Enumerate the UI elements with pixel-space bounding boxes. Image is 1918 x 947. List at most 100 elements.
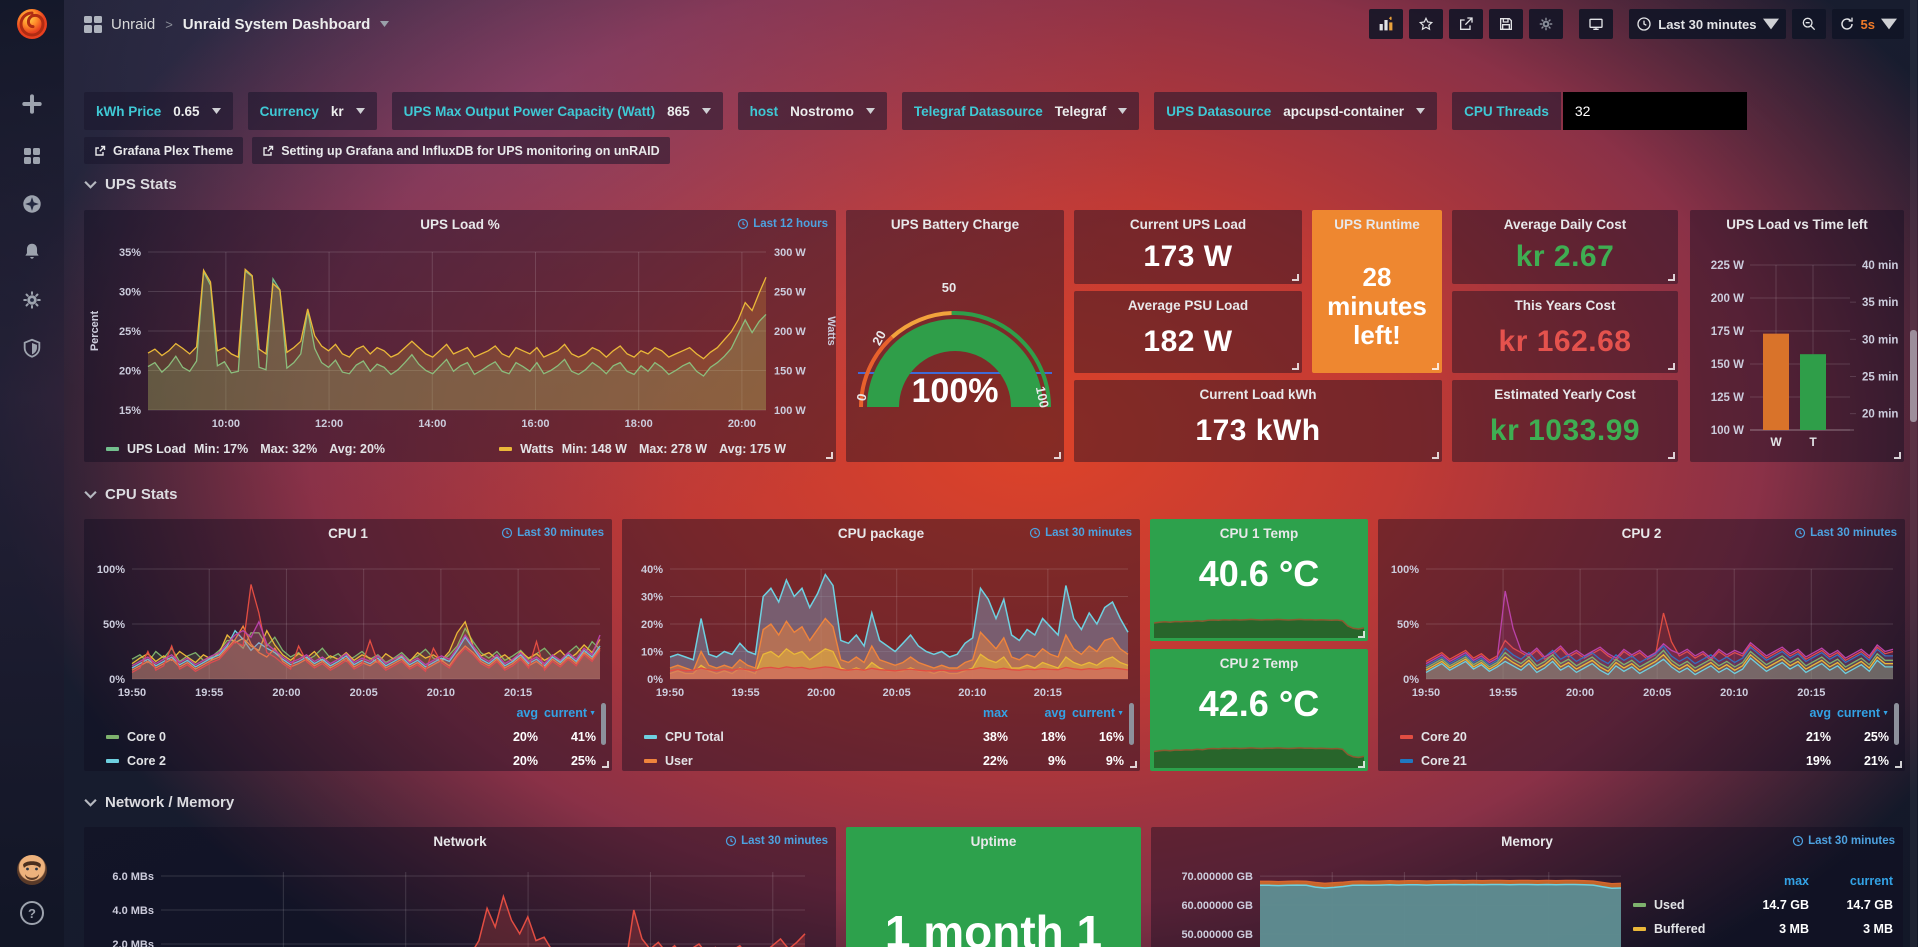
- time-range-badge[interactable]: Last 30 minutes: [501, 527, 604, 539]
- legend-scrollbar[interactable]: [601, 703, 606, 745]
- legend-series-name[interactable]: UPS Load: [127, 442, 187, 456]
- time-range-badge[interactable]: Last 30 minutes: [1792, 835, 1895, 847]
- variable-telegraf-datasource[interactable]: Telegraf Datasource Telegraf: [901, 92, 1140, 130]
- time-range-badge[interactable]: Last 12 hours: [737, 218, 828, 230]
- time-range-badge[interactable]: Last 30 minutes: [1029, 527, 1132, 539]
- resize-handle[interactable]: [1358, 631, 1365, 638]
- panel-title[interactable]: Current Load kWh: [1199, 387, 1317, 402]
- dashboards-icon[interactable]: [0, 134, 64, 178]
- add-panel-button[interactable]: [1369, 9, 1404, 39]
- legend-column-header[interactable]: max: [1783, 874, 1809, 888]
- resize-handle[interactable]: [1668, 274, 1675, 281]
- network-chart[interactable]: 6.0 MBs 4.0 MBs 2.0 MBs: [84, 827, 836, 947]
- legend-item[interactable]: UPS Load Min: 17% Max: 32% Avg: 20%: [106, 442, 385, 456]
- cpu-threads-input[interactable]: [1562, 92, 1747, 130]
- panel-title[interactable]: Current UPS Load: [1129, 217, 1247, 232]
- link-ups-monitoring-guide[interactable]: Setting up Grafana and InfluxDB for UPS …: [252, 137, 670, 164]
- legend-column-header[interactable]: current ▼: [1071, 706, 1124, 720]
- panel-title[interactable]: Estimated Yearly Cost: [1494, 387, 1636, 402]
- panel-title[interactable]: Average Daily Cost: [1503, 217, 1627, 232]
- resize-handle[interactable]: [1432, 363, 1439, 370]
- legend-series-name[interactable]: Used: [1633, 893, 1725, 917]
- resize-handle[interactable]: [1668, 363, 1675, 370]
- help-icon[interactable]: ?: [0, 901, 64, 925]
- scrollbar-thumb[interactable]: [1910, 330, 1917, 422]
- memory-chart[interactable]: 70.000000 GB 60.000000 GB 50.000000 GB: [1151, 827, 1903, 947]
- cpu1-chart[interactable]: 100% 50% 0% 19:50 19:55 20:00 20:05 20:10 20:15: [84, 519, 612, 771]
- legend-column-header[interactable]: current ▼: [543, 706, 596, 720]
- refresh-button[interactable]: 5s: [1831, 9, 1904, 39]
- legend-series-name[interactable]: CPU Total: [644, 725, 950, 749]
- grafana-logo-icon[interactable]: [14, 6, 50, 42]
- panel-title[interactable]: UPS Load %: [420, 217, 500, 232]
- section-network-memory[interactable]: Network / Memory: [84, 794, 234, 811]
- panel-title[interactable]: UPS Load vs Time left: [1726, 217, 1868, 232]
- legend-series-name[interactable]: User: [644, 749, 950, 773]
- time-range-picker[interactable]: Last 30 minutes: [1629, 9, 1786, 39]
- legend-column-header[interactable]: avg: [516, 706, 538, 720]
- legend-series-name[interactable]: Core 21: [1400, 749, 1773, 773]
- star-button[interactable]: [1409, 9, 1444, 39]
- resize-handle[interactable]: [1668, 452, 1675, 459]
- resize-handle[interactable]: [1894, 452, 1901, 459]
- refresh-interval[interactable]: 5s: [1860, 16, 1875, 32]
- legend-series-name[interactable]: Core 0: [106, 725, 480, 749]
- panel-title[interactable]: UPS Runtime: [1334, 217, 1420, 232]
- legend-column-header[interactable]: max: [982, 706, 1008, 720]
- server-admin-shield-icon[interactable]: [0, 326, 64, 370]
- page-scrollbar[interactable]: [1910, 0, 1917, 947]
- resize-handle[interactable]: [1895, 761, 1902, 768]
- cpu2-chart[interactable]: 100% 50% 0% 19:50 19:55 20:00 20:05 20:10 20:15: [1378, 519, 1905, 771]
- panel-title[interactable]: Memory: [1501, 834, 1553, 849]
- panel-title[interactable]: CPU 1 Temp: [1219, 526, 1299, 541]
- panel-title[interactable]: Average PSU Load: [1127, 298, 1249, 313]
- resize-handle[interactable]: [1358, 761, 1365, 768]
- resize-handle[interactable]: [826, 452, 833, 459]
- alerting-bell-icon[interactable]: [0, 230, 64, 274]
- legend-series-name[interactable]: Watts: [520, 442, 554, 456]
- panel-title[interactable]: CPU package: [837, 526, 925, 541]
- legend-series-name[interactable]: Core 20: [1400, 725, 1773, 749]
- explore-compass-icon[interactable]: [0, 182, 64, 226]
- legend-column-header[interactable]: current: [1849, 874, 1893, 888]
- link-grafana-plex-theme[interactable]: Grafana Plex Theme: [84, 137, 244, 164]
- tv-mode-button[interactable]: [1579, 9, 1614, 39]
- time-range-badge[interactable]: Last 30 minutes: [1794, 527, 1897, 539]
- user-avatar[interactable]: [0, 855, 64, 885]
- cpu-package-chart[interactable]: 40% 30% 20% 10% 0% 19:50 19:55 20:00 20:05 20:10 2…: [622, 519, 1140, 771]
- panel-title[interactable]: CPU 2 Temp: [1219, 656, 1299, 671]
- configuration-gear-icon[interactable]: [0, 278, 64, 322]
- dashboard-grid-icon[interactable]: [84, 15, 102, 33]
- resize-handle[interactable]: [1432, 452, 1439, 459]
- legend-item[interactable]: Watts Min: 148 W Max: 278 W Avg: 175 W: [499, 442, 786, 456]
- time-range-badge[interactable]: Last 30 minutes: [725, 835, 828, 847]
- variable-currency[interactable]: Currency kr: [247, 92, 377, 130]
- panel-title[interactable]: CPU 1: [328, 526, 368, 541]
- legend-scrollbar[interactable]: [1894, 703, 1899, 745]
- variable-kwh-price[interactable]: kWh Price 0.65: [84, 92, 233, 130]
- variable-ups-datasource[interactable]: UPS Datasource apcupsd-container: [1154, 92, 1438, 130]
- legend-series-name[interactable]: Buffered: [1633, 917, 1725, 941]
- resize-handle[interactable]: [602, 761, 609, 768]
- chevron-down-icon[interactable]: [380, 21, 390, 27]
- legend-column-header[interactable]: avg: [1809, 706, 1831, 720]
- panel-title[interactable]: Network: [433, 834, 487, 849]
- breadcrumb-app[interactable]: Unraid: [111, 15, 156, 33]
- breadcrumb-dashboard-title[interactable]: Unraid System Dashboard: [182, 15, 371, 33]
- section-ups-stats[interactable]: UPS Stats: [84, 176, 177, 193]
- resize-handle[interactable]: [1292, 363, 1299, 370]
- variable-ups-max-output[interactable]: UPS Max Output Power Capacity (Watt) 865: [391, 92, 723, 130]
- share-button[interactable]: [1449, 9, 1484, 39]
- legend-column-header[interactable]: avg: [1044, 706, 1066, 720]
- panel-title[interactable]: UPS Battery Charge: [890, 217, 1020, 232]
- settings-gear-button[interactable]: [1529, 9, 1564, 39]
- panel-title[interactable]: CPU 2: [1621, 526, 1662, 541]
- legend-series-name[interactable]: Core 2: [106, 749, 480, 773]
- panel-title[interactable]: Uptime: [970, 834, 1017, 849]
- resize-handle[interactable]: [1130, 761, 1137, 768]
- legend-column-header[interactable]: current ▼: [1836, 706, 1889, 720]
- ups-load-chart[interactable]: 35% 30% 25% 20% 15% 300 W 250 W 200 W 150 W 100 W…: [84, 210, 837, 462]
- legend-scrollbar[interactable]: [1129, 703, 1134, 745]
- section-cpu-stats[interactable]: CPU Stats: [84, 486, 178, 503]
- create-plus-icon[interactable]: [0, 82, 64, 126]
